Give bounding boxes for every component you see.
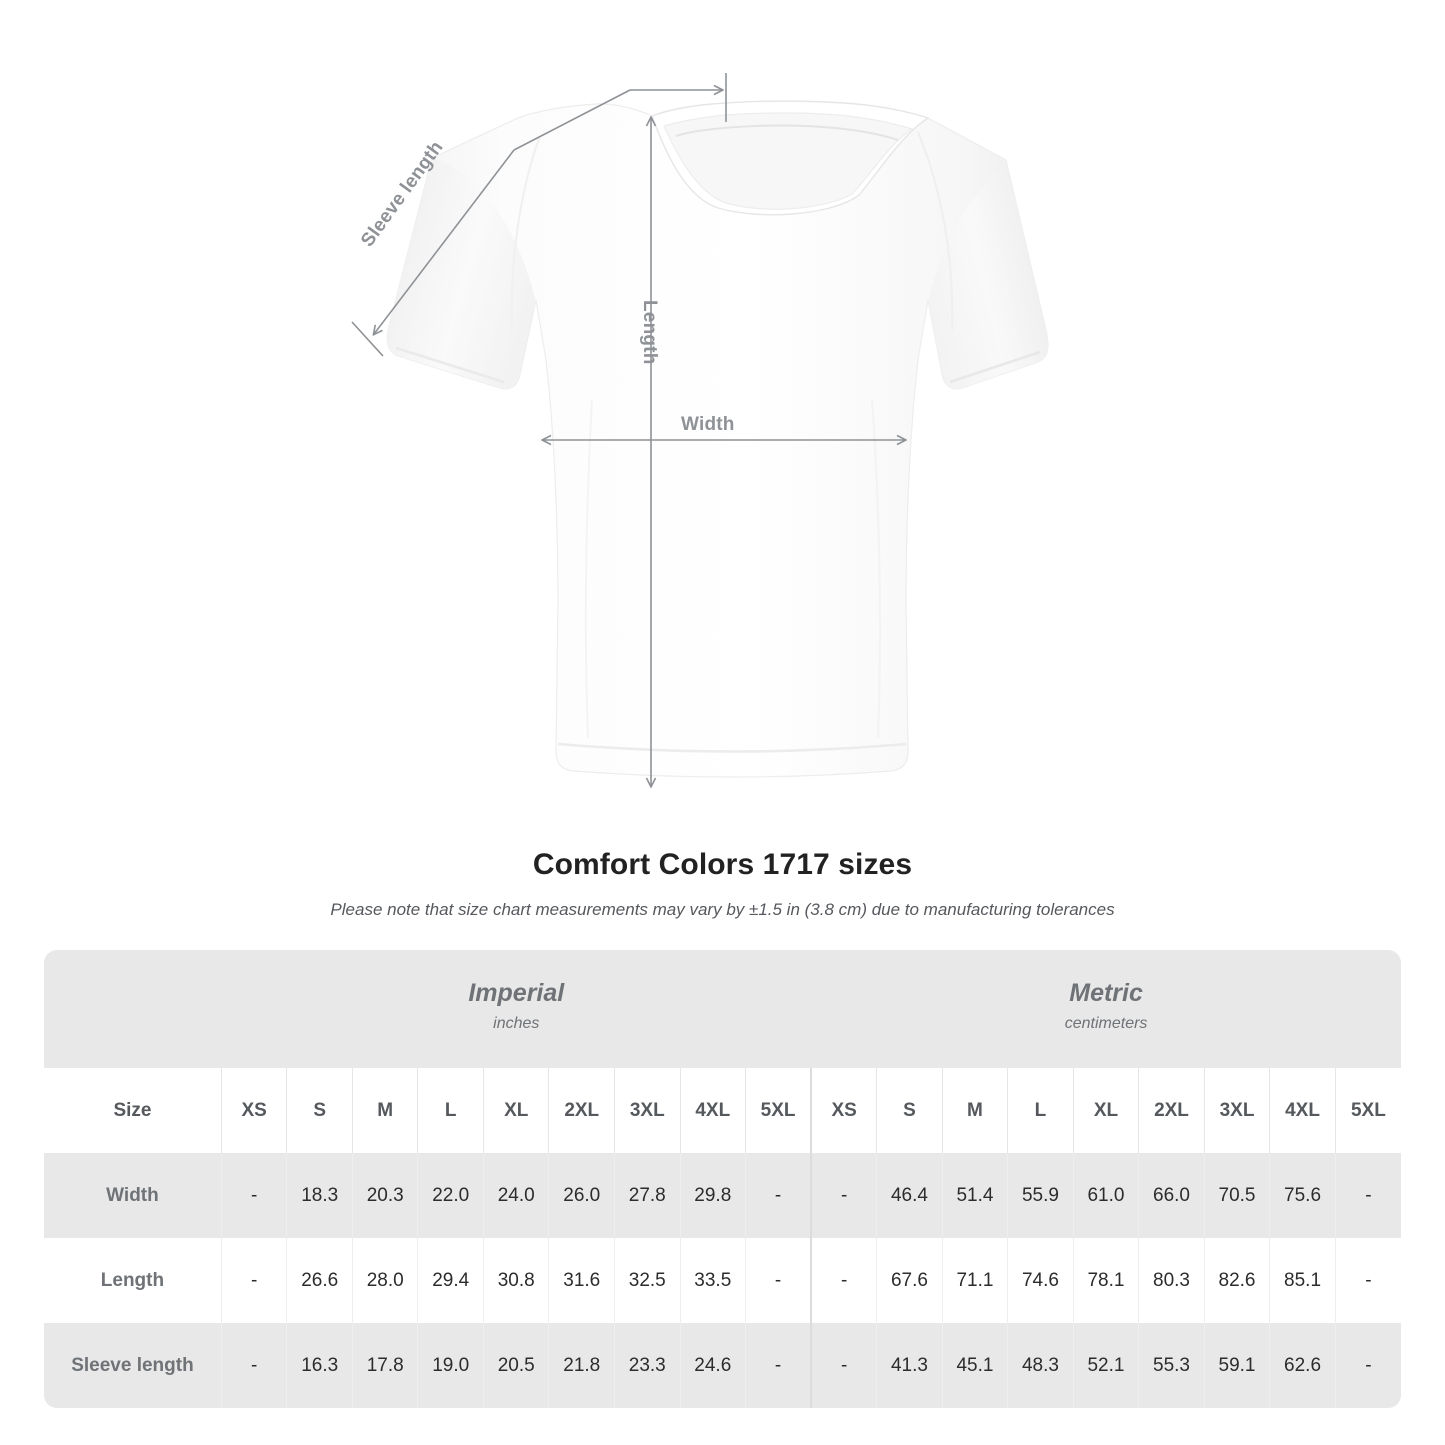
unit-name-imperial: Imperial <box>468 979 565 1008</box>
cell-length-metric-2xl: 80.3 <box>1138 1238 1205 1323</box>
column-header-imperial-s: S <box>286 1068 353 1153</box>
cell-sleeve-metric-xl: 52.1 <box>1072 1323 1139 1408</box>
column-header-metric-xs: XS <box>810 1068 877 1153</box>
column-header-imperial-l: L <box>417 1068 484 1153</box>
length-annotation: Length <box>639 300 660 365</box>
column-header-metric-m: M <box>941 1068 1008 1153</box>
cell-sleeve-metric-3xl: 59.1 <box>1203 1323 1270 1408</box>
cell-length-metric-s: 67.6 <box>876 1238 943 1323</box>
cell-sleeve-metric-5xl: - <box>1334 1323 1401 1408</box>
cell-width-metric-5xl: - <box>1334 1153 1401 1238</box>
column-header-metric-l: L <box>1007 1068 1074 1153</box>
cell-width-imperial-2xl: 26.0 <box>548 1153 615 1238</box>
table-row-width: Width - 18.3 20.3 22.0 24.0 26.0 27.8 29… <box>44 1153 1401 1238</box>
cell-sleeve-imperial-5xl: - <box>745 1323 812 1408</box>
column-header-metric-4xl: 4XL <box>1269 1068 1336 1153</box>
cell-width-imperial-xl: 24.0 <box>482 1153 549 1238</box>
cell-width-metric-3xl: 70.5 <box>1203 1153 1270 1238</box>
cell-sleeve-imperial-2xl: 21.8 <box>548 1323 615 1408</box>
cell-width-imperial-l: 22.0 <box>417 1153 484 1238</box>
column-header-imperial-xl: XL <box>482 1068 549 1153</box>
page-title: Comfort Colors 1717 sizes <box>532 848 913 881</box>
column-header-imperial-4xl: 4XL <box>679 1068 746 1153</box>
cell-sleeve-metric-4xl: 62.6 <box>1269 1323 1336 1408</box>
cell-width-metric-l: 55.9 <box>1007 1153 1074 1238</box>
cell-sleeve-metric-xs: - <box>810 1323 877 1408</box>
cell-sleeve-imperial-l: 19.0 <box>417 1323 484 1408</box>
cell-length-imperial-5xl: - <box>745 1238 812 1323</box>
unit-sub-metric: centimeters <box>1064 1015 1148 1033</box>
column-header-imperial-xs: XS <box>220 1068 287 1153</box>
cell-width-imperial-m: 20.3 <box>351 1153 418 1238</box>
cell-sleeve-metric-l: 48.3 <box>1007 1323 1074 1408</box>
row-label-length: Length <box>44 1238 222 1323</box>
cell-width-imperial-4xl: 29.8 <box>679 1153 746 1238</box>
cell-length-metric-l: 74.6 <box>1007 1238 1074 1323</box>
cell-length-imperial-4xl: 33.5 <box>679 1238 746 1323</box>
unit-name-metric: Metric <box>1069 979 1143 1008</box>
unit-banner-row: Imperial inches Metric centimeters <box>44 950 1401 1068</box>
column-header-size: Size <box>44 1068 222 1153</box>
cell-sleeve-imperial-s: 16.3 <box>286 1323 353 1408</box>
cell-sleeve-imperial-4xl: 24.6 <box>679 1323 746 1408</box>
cell-width-imperial-5xl: - <box>745 1153 812 1238</box>
tshirt-illustration-svg <box>351 73 1049 830</box>
size-header-row: Size XS S M L XL 2XL 3XL 4XL 5XL XS S M … <box>44 1068 1401 1153</box>
column-header-metric-s: S <box>876 1068 943 1153</box>
column-header-metric-2xl: 2XL <box>1138 1068 1205 1153</box>
cell-length-metric-3xl: 82.6 <box>1203 1238 1270 1323</box>
cell-sleeve-imperial-3xl: 23.3 <box>614 1323 681 1408</box>
column-header-imperial-5xl: 5XL <box>745 1068 812 1153</box>
row-label-width: Width <box>44 1153 222 1238</box>
cell-sleeve-metric-s: 41.3 <box>876 1323 943 1408</box>
title-block: Comfort Colors 1717 sizes Please note th… <box>0 830 1445 920</box>
cell-width-metric-m: 51.4 <box>941 1153 1008 1238</box>
cell-width-imperial-s: 18.3 <box>286 1153 353 1238</box>
cell-length-imperial-m: 28.0 <box>351 1238 418 1323</box>
tshirt-shape <box>386 100 1049 778</box>
size-chart-table: Imperial inches Metric centimeters Size … <box>44 950 1401 1408</box>
column-header-imperial-m: M <box>351 1068 418 1153</box>
cell-length-imperial-2xl: 31.6 <box>548 1238 615 1323</box>
size-table-wrap: Imperial inches Metric centimeters Size … <box>0 920 1445 1408</box>
sleeve-length-dimension <box>351 73 727 357</box>
cell-width-metric-4xl: 75.6 <box>1269 1153 1336 1238</box>
unit-sub-imperial: inches <box>493 1015 540 1033</box>
cell-length-imperial-xs: - <box>220 1238 287 1323</box>
column-header-metric-3xl: 3XL <box>1203 1068 1270 1153</box>
table-row-length: Length - 26.6 28.0 29.4 30.8 31.6 32.5 3… <box>44 1238 1401 1323</box>
cell-sleeve-imperial-xs: - <box>220 1323 287 1408</box>
column-header-imperial-2xl: 2XL <box>548 1068 615 1153</box>
cell-length-imperial-3xl: 32.5 <box>614 1238 681 1323</box>
tolerance-note: Please note that size chart measurements… <box>330 900 1115 919</box>
cell-length-metric-xs: - <box>810 1238 877 1323</box>
table-row-sleeve-length: Sleeve length - 16.3 17.8 19.0 20.5 21.8… <box>44 1323 1401 1408</box>
cell-sleeve-metric-2xl: 55.3 <box>1138 1323 1205 1408</box>
cell-length-imperial-l: 29.4 <box>417 1238 484 1323</box>
cell-width-metric-xl: 61.0 <box>1072 1153 1139 1238</box>
unit-banner-spacer <box>44 950 222 1068</box>
cell-width-imperial-xs: - <box>220 1153 287 1238</box>
cell-length-metric-m: 71.1 <box>941 1238 1008 1323</box>
cell-sleeve-imperial-m: 17.8 <box>351 1323 418 1408</box>
cell-width-metric-s: 46.4 <box>876 1153 943 1238</box>
row-label-sleeve-length: Sleeve length <box>44 1323 222 1408</box>
tshirt-diagram: Sleeve length Length Width <box>351 73 1049 830</box>
column-header-metric-xl: XL <box>1072 1068 1139 1153</box>
column-header-metric-5xl: 5XL <box>1334 1068 1401 1153</box>
column-header-imperial-3xl: 3XL <box>614 1068 681 1153</box>
cell-width-imperial-3xl: 27.8 <box>614 1153 681 1238</box>
width-annotation: Width <box>681 414 735 435</box>
cell-sleeve-imperial-xl: 20.5 <box>482 1323 549 1408</box>
unit-banner-metric: Metric centimeters <box>811 950 1401 1068</box>
cell-length-metric-4xl: 85.1 <box>1269 1238 1336 1323</box>
cell-length-imperial-s: 26.6 <box>286 1238 353 1323</box>
unit-banner-imperial: Imperial inches <box>221 950 812 1068</box>
cell-length-metric-5xl: - <box>1334 1238 1401 1323</box>
cell-length-imperial-xl: 30.8 <box>482 1238 549 1323</box>
cell-length-metric-xl: 78.1 <box>1072 1238 1139 1323</box>
cell-sleeve-metric-m: 45.1 <box>941 1323 1008 1408</box>
cell-width-metric-xs: - <box>810 1153 877 1238</box>
cell-width-metric-2xl: 66.0 <box>1138 1153 1205 1238</box>
